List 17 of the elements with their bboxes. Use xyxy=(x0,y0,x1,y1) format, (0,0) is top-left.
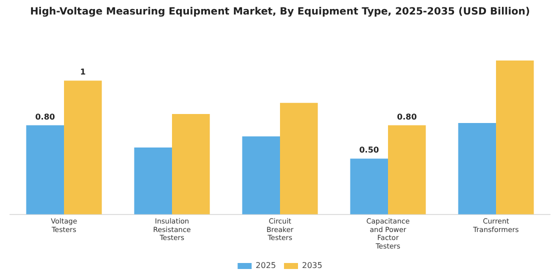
bar xyxy=(496,60,534,214)
legend-label: 2035 xyxy=(302,261,322,270)
data-label: 1 xyxy=(80,68,86,77)
bar xyxy=(242,136,280,214)
bar xyxy=(388,125,426,214)
bar xyxy=(458,122,496,214)
bar xyxy=(64,80,102,214)
data-label: 0.80 xyxy=(397,112,418,122)
bar xyxy=(280,102,318,214)
chart-title: High-Voltage Measuring Equipment Market, By Equipment Type, 2025-2035 (USD Billion) xyxy=(30,6,530,18)
bar xyxy=(26,125,64,214)
bar xyxy=(350,158,388,214)
bar xyxy=(172,114,210,214)
data-label: 0.50 xyxy=(359,146,380,155)
data-label: 0.80 xyxy=(35,112,56,122)
legend-label: 2025 xyxy=(256,261,276,270)
bar xyxy=(134,148,172,214)
